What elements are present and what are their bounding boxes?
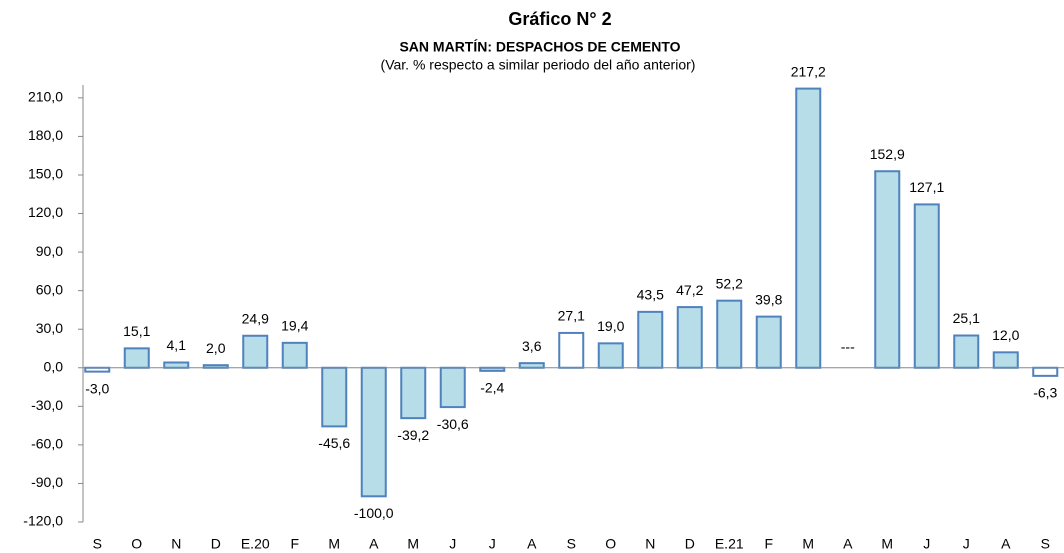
value-label: 127,1	[909, 179, 944, 195]
value-label: -3,0	[85, 380, 109, 396]
x-tick-label: J	[489, 536, 496, 552]
x-tick-label: A	[527, 536, 537, 552]
y-tick-label: -60,0	[31, 436, 63, 452]
x-tick-label: J	[449, 536, 456, 552]
bar	[597, 342, 624, 369]
x-tick-label: F	[290, 536, 299, 552]
bar	[163, 361, 190, 369]
value-label: 2,0	[206, 340, 226, 356]
bar	[518, 362, 545, 369]
value-label: -2,4	[480, 380, 504, 396]
x-tick-label: A	[369, 536, 379, 552]
x-tick-label: N	[171, 536, 181, 552]
value-label: -45,6	[318, 435, 350, 451]
x-tick-label: O	[605, 536, 616, 552]
x-tick-label: A	[843, 536, 853, 552]
value-label: 39,8	[755, 291, 782, 307]
x-tick-label: D	[685, 536, 695, 552]
x-tick-label: D	[211, 536, 221, 552]
chart-subtitle: SAN MARTÍN: DESPACHOS DE CEMENTO	[399, 39, 680, 55]
value-label: 15,1	[123, 323, 150, 339]
value-label: 152,9	[870, 146, 905, 162]
x-tick-label: N	[645, 536, 655, 552]
value-label: 4,1	[167, 337, 187, 353]
y-tick-label: 150,0	[28, 166, 63, 182]
y-tick-label: 180,0	[28, 127, 63, 143]
value-label: 52,2	[716, 275, 743, 291]
x-tick-label: M	[802, 536, 814, 552]
bar	[716, 299, 743, 369]
value-label: 19,4	[281, 318, 308, 334]
bar	[676, 306, 703, 369]
x-tick-label: J	[963, 536, 970, 552]
bar	[755, 315, 782, 369]
bar	[795, 87, 822, 369]
y-tick-label: 90,0	[36, 243, 63, 259]
bar	[874, 170, 901, 369]
y-tick-label: 60,0	[36, 281, 63, 297]
value-label: 25,1	[953, 310, 980, 326]
bar	[360, 366, 387, 498]
x-tick-label: A	[1001, 536, 1011, 552]
y-tick-label: 0,0	[44, 358, 64, 374]
value-label: 47,2	[676, 282, 703, 298]
bar	[637, 310, 664, 369]
x-tick-label: M	[328, 536, 340, 552]
bar	[84, 366, 111, 373]
y-tick-label: -30,0	[31, 397, 63, 413]
value-label: 24,9	[242, 310, 269, 326]
x-tick-label: F	[764, 536, 773, 552]
bar	[558, 331, 585, 369]
y-tick-label: 210,0	[28, 89, 63, 105]
bar	[242, 334, 269, 369]
y-tick-label: 30,0	[36, 320, 63, 336]
bar	[992, 351, 1019, 369]
x-tick-label: S	[1041, 536, 1050, 552]
value-label: -39,2	[397, 427, 429, 443]
value-label: 12,0	[992, 327, 1019, 343]
bar	[439, 366, 466, 409]
y-tick-label: -90,0	[31, 474, 63, 490]
x-tick-label: E.20	[241, 536, 270, 552]
x-tick-label: S	[567, 536, 576, 552]
value-label: 217,2	[791, 63, 826, 79]
y-tick-label: 120,0	[28, 204, 63, 220]
chart-title: Gráfico N° 2	[508, 9, 611, 29]
x-tick-label: O	[131, 536, 142, 552]
x-tick-label: M	[881, 536, 893, 552]
bar	[913, 203, 940, 369]
bar	[321, 366, 348, 428]
value-label: ---	[841, 338, 855, 354]
value-label: -6,3	[1033, 385, 1057, 401]
chart-note: (Var. % respecto a similar periodo del a…	[381, 57, 696, 73]
bar	[123, 347, 150, 369]
x-tick-label: M	[407, 536, 419, 552]
value-label: 19,0	[597, 318, 624, 334]
bar	[1032, 366, 1059, 377]
x-tick-label: S	[93, 536, 102, 552]
x-tick-label: E.21	[715, 536, 744, 552]
value-label: -100,0	[354, 505, 394, 521]
bar	[953, 334, 980, 369]
value-label: 3,6	[522, 338, 542, 354]
value-label: 43,5	[637, 287, 664, 303]
value-label: -30,6	[437, 416, 469, 432]
bar	[400, 366, 427, 420]
bar	[281, 341, 308, 369]
y-tick-label: -120,0	[23, 513, 63, 529]
x-tick-label: J	[923, 536, 930, 552]
value-label: 27,1	[558, 308, 585, 324]
